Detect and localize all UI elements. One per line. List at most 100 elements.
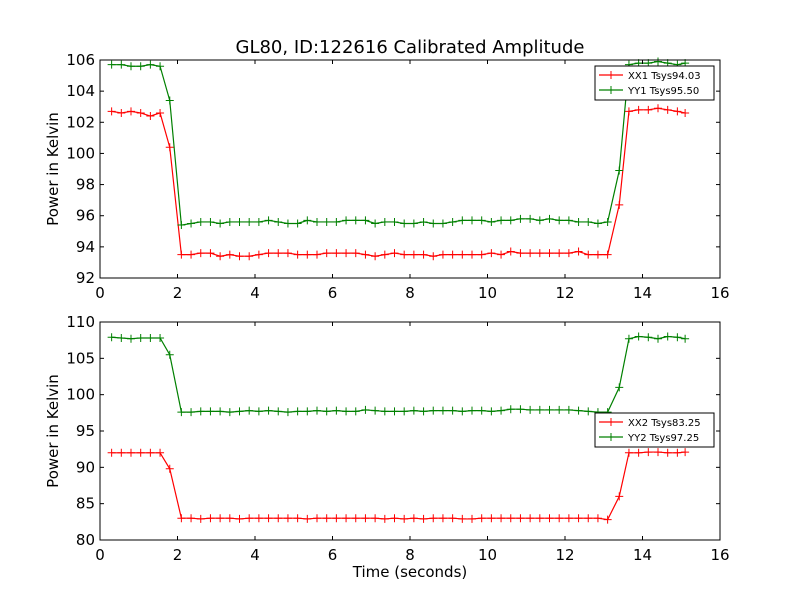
data-point-marker [663, 448, 672, 457]
y-tick-label: 95 [76, 422, 95, 440]
data-point-marker [322, 514, 331, 523]
data-point-marker [283, 408, 292, 417]
data-point-marker [574, 514, 583, 523]
data-point-marker [156, 62, 165, 71]
x-tick-label: 10 [478, 284, 497, 302]
data-point-marker [526, 249, 535, 258]
data-point-marker [361, 250, 370, 259]
data-point-marker [274, 514, 283, 523]
data-point-marker [342, 407, 351, 416]
y-tick-label: 85 [76, 495, 95, 513]
x-tick-label: 2 [173, 546, 183, 564]
series-line-2-1 [111, 451, 686, 521]
data-point-marker [545, 214, 554, 223]
data-point-marker [526, 514, 535, 523]
data-point-marker [535, 405, 544, 414]
data-point-marker [419, 250, 428, 259]
data-point-marker [438, 514, 447, 523]
data-point-marker [380, 250, 389, 259]
data-point-marker [351, 249, 360, 258]
data-point-marker [107, 60, 116, 69]
data-point-marker [264, 249, 273, 258]
data-point-marker [146, 448, 155, 457]
data-point-marker [468, 406, 476, 415]
data-point-marker [477, 250, 486, 259]
data-point-marker [351, 514, 360, 523]
data-point-marker [225, 250, 234, 259]
data-point-marker [177, 514, 186, 523]
legend: XX2 Tsys83.25 YY2 Tsys97.25 [594, 412, 715, 448]
data-point-marker [342, 514, 351, 523]
data-point-marker [351, 407, 360, 416]
data-point-marker [438, 406, 447, 415]
data-point-marker [400, 407, 409, 416]
data-point-marker [127, 334, 135, 343]
data-point-marker [419, 407, 428, 416]
data-point-marker [564, 514, 573, 523]
data-point-marker [634, 332, 643, 341]
data-point-marker [313, 217, 321, 226]
data-point-marker [654, 334, 662, 343]
data-point-marker [545, 514, 554, 523]
data-point-marker [593, 514, 602, 523]
data-point-marker [245, 217, 254, 226]
y-tick-label: 94 [76, 238, 95, 256]
data-point-marker [574, 247, 583, 256]
data-point-marker [535, 249, 544, 258]
data-point-marker [615, 383, 624, 392]
y-tick-label: 104 [66, 82, 95, 100]
data-point-marker [254, 514, 263, 523]
data-point-marker [634, 105, 643, 114]
data-point-marker [516, 405, 525, 414]
data-point-marker [371, 252, 380, 261]
data-point-marker [681, 448, 690, 457]
x-tick-label: 6 [328, 546, 338, 564]
data-point-marker [506, 514, 515, 523]
data-point-marker [458, 407, 467, 416]
data-point-marker [555, 514, 564, 523]
data-point-marker [400, 219, 409, 228]
data-point-marker [274, 249, 283, 258]
data-point-marker [156, 333, 165, 342]
data-point-marker [487, 249, 496, 258]
data-point-marker [634, 448, 643, 457]
data-point-marker [654, 104, 662, 113]
y-tick-label: 100 [66, 144, 95, 162]
data-point-marker [615, 492, 624, 501]
data-point-marker [380, 514, 389, 523]
data-point-marker [322, 217, 331, 226]
data-point-marker [165, 350, 174, 359]
data-point-marker [429, 252, 438, 261]
data-point-marker [390, 217, 399, 226]
data-point-marker [438, 250, 447, 259]
data-point-marker [419, 514, 428, 523]
data-point-marker [216, 514, 225, 523]
data-point-marker [593, 219, 602, 228]
data-point-marker [468, 514, 476, 523]
data-point-marker [206, 217, 215, 226]
x-tick-label: 8 [405, 546, 415, 564]
data-point-marker [448, 250, 457, 259]
data-point-marker [371, 406, 380, 415]
x-tick-label: 4 [250, 546, 260, 564]
x-tick-label: 14 [633, 546, 652, 564]
data-point-marker [380, 407, 389, 416]
data-point-marker [146, 60, 155, 69]
data-point-marker [438, 219, 447, 228]
data-point-marker [136, 108, 145, 117]
data-point-marker [187, 408, 196, 417]
data-point-marker [146, 112, 155, 121]
data-point-marker [235, 252, 244, 261]
legend-swatch-marker [607, 71, 615, 79]
legend-box [594, 412, 715, 448]
legend-box [594, 65, 715, 101]
data-point-marker [516, 249, 525, 258]
data-point-marker [545, 405, 554, 414]
data-point-marker [216, 252, 225, 261]
data-point-marker [654, 448, 662, 457]
data-point-marker [458, 216, 467, 225]
data-point-marker [555, 249, 564, 258]
data-point-marker [564, 216, 573, 225]
data-point-marker [274, 217, 283, 226]
data-point-marker [409, 219, 418, 228]
